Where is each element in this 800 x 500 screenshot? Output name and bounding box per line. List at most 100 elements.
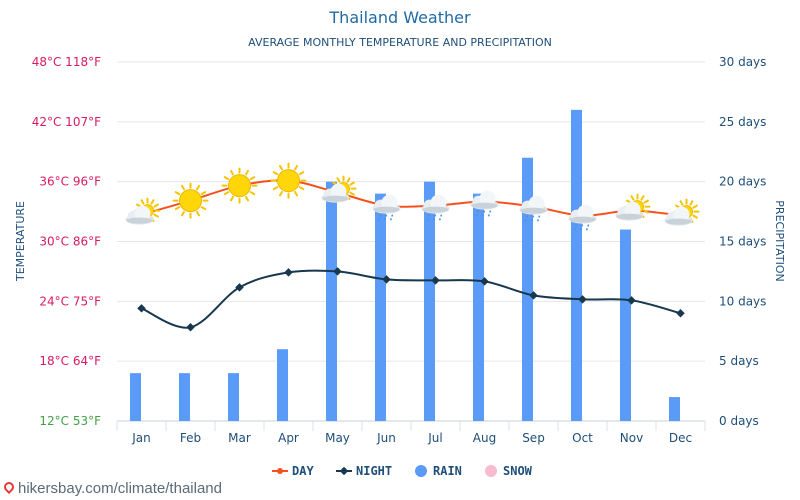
- x-tick-label: Apr: [278, 431, 299, 445]
- rain-bar: [326, 181, 337, 421]
- sun-icon: [270, 162, 307, 199]
- cloud-part: [322, 195, 349, 202]
- cloud-icon: [615, 201, 644, 221]
- rain-drop: [530, 215, 535, 222]
- sun-ray: [249, 191, 256, 196]
- sun-ray: [349, 181, 355, 186]
- rain-drop: [481, 210, 486, 217]
- left-tick-label: 12°C 53°F: [39, 414, 101, 428]
- left-tick-label: 24°C 75°F: [39, 294, 101, 308]
- night-point: [529, 291, 538, 300]
- rain-cloud-icon: [470, 190, 499, 217]
- rain-bar: [228, 373, 239, 421]
- chart-title: Thailand Weather: [328, 8, 471, 27]
- x-tick-label: Aug: [473, 431, 496, 445]
- x-tick-label: Jul: [427, 431, 442, 445]
- sun-ray: [196, 210, 200, 217]
- x-tick-label: Dec: [669, 431, 692, 445]
- left-tick-label: 48°C 118°F: [32, 55, 101, 69]
- sun-icon: [172, 182, 209, 219]
- sun-ray: [181, 210, 185, 217]
- x-axis-ticks: Jan Feb Mar Apr May Jun Jul Aug Sep Oct Nov Dec: [131, 431, 692, 445]
- cloud-part: [673, 206, 690, 223]
- sun-cloud-icon: [615, 193, 651, 221]
- cloud-part: [381, 194, 398, 211]
- rain-bars: [130, 109, 680, 421]
- sun-ray: [346, 177, 351, 183]
- sun-ray: [279, 164, 283, 171]
- x-tick-label: Feb: [180, 431, 201, 445]
- right-tick-label: 15 days: [719, 235, 766, 249]
- sun-ray: [272, 186, 279, 191]
- cloud-part: [430, 194, 447, 211]
- cloud-part: [471, 202, 498, 209]
- rain-cloud-icon: [519, 195, 548, 222]
- cloud-part: [373, 206, 400, 213]
- rain-drop: [377, 214, 382, 221]
- night-point: [578, 295, 587, 304]
- night-point: [480, 277, 489, 286]
- left-tick-label: 30°C 86°F: [39, 235, 101, 249]
- left-tick-label: 18°C 64°F: [39, 354, 101, 368]
- cloud-part: [665, 218, 692, 225]
- sun-icon: [221, 167, 258, 204]
- cloud-part: [569, 216, 596, 223]
- sun-disc: [277, 169, 300, 193]
- cloud-part: [624, 201, 641, 218]
- source-link[interactable]: hikersbay.com/climate/thailand: [1, 479, 222, 497]
- sun-ray: [153, 213, 159, 218]
- right-tick-label: 5 days: [719, 354, 759, 368]
- source-text: hikersbay.com/climate/thailand: [18, 480, 222, 497]
- sun-ray: [640, 195, 645, 201]
- legend-label: NIGHT: [356, 464, 392, 478]
- cloud-part: [126, 217, 153, 224]
- left-tick-label: 36°C 96°F: [39, 175, 101, 189]
- cloud-part: [577, 204, 594, 221]
- sun-ray: [223, 176, 230, 181]
- cloud-icon: [519, 195, 548, 215]
- night-point: [431, 276, 440, 285]
- legend: DAY NIGHT RAIN SNOW: [272, 464, 533, 478]
- cloud-part: [134, 205, 151, 222]
- legend-item-rain: RAIN: [415, 464, 462, 478]
- sun-ray: [150, 199, 155, 205]
- sun-cloud-icon: [321, 175, 357, 203]
- cloud-icon: [321, 183, 350, 203]
- sun-icon: [221, 167, 258, 204]
- cloud-part: [616, 213, 643, 220]
- rain-drop: [585, 224, 590, 231]
- cloud-part: [330, 183, 347, 200]
- sun-ray: [245, 169, 249, 176]
- rain-cloud-icon: [372, 194, 401, 221]
- sun-ray: [692, 214, 698, 219]
- x-tick-label: Oct: [572, 431, 593, 445]
- sun-ray: [200, 206, 207, 211]
- cloud-part: [520, 207, 547, 214]
- rain-drop: [426, 214, 431, 221]
- rain-cloud-icon: [421, 194, 450, 221]
- legend-item-day: DAY: [272, 464, 314, 478]
- cloud-icon: [568, 204, 597, 224]
- night-point: [627, 296, 636, 305]
- night-temperature-line: [141, 269, 681, 329]
- legend-marker: [339, 466, 349, 476]
- legend-label: RAIN: [433, 464, 462, 478]
- rain-drop: [389, 214, 394, 221]
- x-tick-label: May: [325, 431, 350, 445]
- cloud-icon: [125, 205, 154, 225]
- legend-label: DAY: [292, 464, 314, 478]
- sun-ray: [153, 203, 159, 208]
- sun-ray: [689, 200, 694, 206]
- left-tick-label: 42°C 107°F: [32, 115, 101, 129]
- night-point: [333, 267, 342, 276]
- rain-drop: [487, 210, 492, 217]
- legend-label: SNOW: [503, 464, 533, 478]
- rain-bar: [669, 397, 680, 421]
- rain-bar: [277, 349, 288, 421]
- cloud-icon: [372, 194, 401, 214]
- sun-icon: [172, 182, 209, 219]
- rain-bar: [179, 373, 190, 421]
- cloud-part: [528, 195, 545, 212]
- left-axis-label: TEMPERATURE: [14, 201, 27, 282]
- right-tick-label: 30 days: [719, 55, 766, 69]
